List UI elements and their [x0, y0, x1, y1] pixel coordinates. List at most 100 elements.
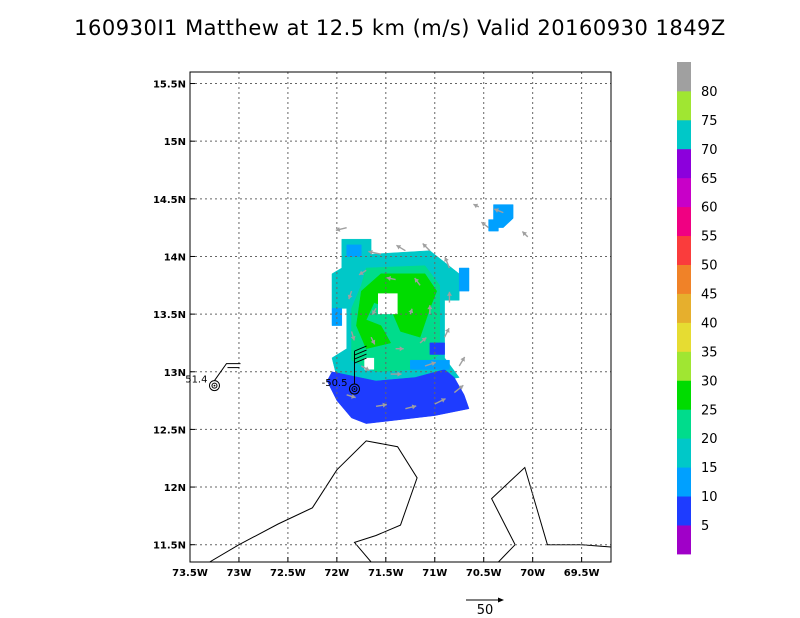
colorbar-swatch-15	[677, 90, 691, 121]
chart-title: 160930I1 Matthew at 12.5 km (m/s) Valid …	[74, 16, 726, 40]
wind-vector-head	[473, 203, 479, 209]
wind-vector-head	[370, 339, 376, 345]
coastline-segment-1	[490, 466, 611, 562]
wind-vector-6	[443, 327, 450, 338]
x-tick-label-2: 72.5W	[270, 568, 306, 579]
wind-vector-22	[375, 402, 387, 408]
observation-markers: 51.4 -50.5	[185, 345, 367, 395]
wind-vector-head	[347, 294, 353, 300]
coastline	[209, 440, 611, 562]
vector-scale-key: 50	[466, 597, 504, 618]
y-tick-label-5: 14N	[164, 252, 186, 263]
colorbar-label-5: 30	[701, 374, 718, 389]
wind-vector-head	[440, 398, 446, 403]
y-axis-ticks: 11.5N 12N 12.5N 13N 13.5N 14N 14.5N 15N 15.5N	[153, 80, 195, 552]
x-axis-ticks: 73.5W 73W 72.5W 72W 71.5W 71W 70.5W 70W 69.5W	[172, 557, 599, 579]
colorbar-label-14: 75	[701, 114, 718, 129]
colorbar-swatch-3	[677, 438, 691, 468]
wind-barb-feather-2	[354, 353, 367, 360]
colorbar-swatch-11	[677, 206, 691, 237]
colorbar-swatch-6	[677, 351, 691, 381]
x-tick-label-0: 73.5W	[172, 568, 208, 579]
wind-vector-head	[350, 335, 356, 341]
colorbar-swatch-9	[677, 264, 691, 294]
wind-vector-head	[335, 226, 341, 232]
wind-vector-head	[458, 385, 464, 390]
colorbar-label-1: 10	[701, 490, 718, 505]
wind-region-10	[429, 342, 445, 355]
wind-vector-11	[347, 290, 353, 300]
observation-label: -50.5	[322, 378, 348, 389]
observation-dot	[213, 384, 216, 387]
x-tick-label-5: 71W	[422, 568, 447, 579]
wind-vector-12	[358, 269, 367, 276]
coastline-segment-0	[209, 440, 418, 562]
observation-dot	[353, 388, 356, 390]
wind-vector-head	[421, 337, 427, 343]
colorbar: 5 10 15 20 25 30 35 40 45 50 55 60 65 70 75 80	[677, 62, 718, 555]
colorbar-swatch-12	[677, 177, 691, 208]
wind-vector-head	[481, 222, 487, 227]
wind-vector-head	[382, 402, 387, 408]
wind-vector-head	[494, 208, 499, 213]
wind-vector-24	[434, 398, 446, 405]
wind-region-8	[326, 369, 470, 424]
graticule-grid	[190, 72, 611, 562]
wind-vector-2	[396, 244, 406, 252]
wind-vector-21	[346, 393, 356, 399]
wind-vector-head	[445, 328, 450, 333]
wind-vector-head	[460, 357, 465, 362]
wind-vectors	[335, 203, 529, 410]
plot-frame	[189, 71, 612, 563]
wind-barb-feather-3	[354, 357, 367, 364]
colorbar-swatch-14	[677, 119, 691, 150]
wind-vector-head	[396, 245, 402, 250]
colorbar-label-4: 25	[701, 403, 718, 418]
observation-ring-inner	[211, 382, 218, 389]
wind-vector-29	[521, 230, 529, 238]
wind-vector-17	[395, 346, 404, 352]
y-tick-label-3: 13N	[164, 368, 186, 379]
y-tick-label-4: 13.5N	[153, 310, 186, 321]
colorbar-label-12: 65	[701, 172, 718, 187]
observation-0: 51.4	[185, 363, 241, 392]
wind-vector-30	[473, 203, 480, 209]
colorbar-label-6: 35	[701, 345, 718, 360]
colorbar-label-7: 40	[701, 316, 718, 331]
wind-vector-head	[399, 346, 404, 352]
colorbar-label-13: 70	[701, 143, 718, 158]
wind-vector-head	[414, 278, 420, 283]
calm-hole-1	[364, 357, 375, 370]
wind-vector-8	[390, 371, 402, 377]
colorbar-swatch-16	[677, 62, 691, 92]
wind-vector-13	[386, 276, 396, 281]
wind-vector-head	[368, 249, 373, 255]
y-tick-label-0: 11.5N	[153, 541, 186, 552]
wind-region-1	[346, 244, 362, 257]
calm-hole-0	[378, 293, 398, 315]
colorbar-label-11: 60	[701, 201, 718, 216]
wind-vector-head	[372, 309, 377, 315]
wind-vector-head	[522, 231, 527, 237]
y-tick-label-8: 15.5N	[153, 80, 186, 91]
colorbar-label-15: 80	[701, 85, 718, 100]
colorbar-label-8: 45	[701, 288, 718, 303]
colorbar-label-2: 15	[701, 461, 718, 476]
wind-barb-feather-1	[354, 349, 367, 356]
colorbar-swatch-4	[677, 409, 691, 439]
wind-vector-27	[494, 208, 504, 214]
colorbar-swatch-2	[677, 467, 691, 497]
wind-vector-head	[431, 361, 436, 367]
colorbar-swatch-13	[677, 148, 691, 179]
wind-region-5	[488, 219, 499, 232]
wind-vector-7	[424, 361, 436, 367]
x-tick-label-7: 70W	[520, 568, 545, 579]
wind-vector-1	[368, 249, 382, 255]
y-tick-label-7: 15N	[164, 137, 186, 148]
wind-vector-26	[458, 356, 466, 367]
wind-vector-5	[446, 291, 452, 303]
vector-key-label: 50	[477, 603, 494, 618]
x-tick-label-6: 70.5W	[466, 568, 502, 579]
wind-vector-10	[350, 331, 356, 341]
wind-vector-16	[419, 337, 427, 344]
